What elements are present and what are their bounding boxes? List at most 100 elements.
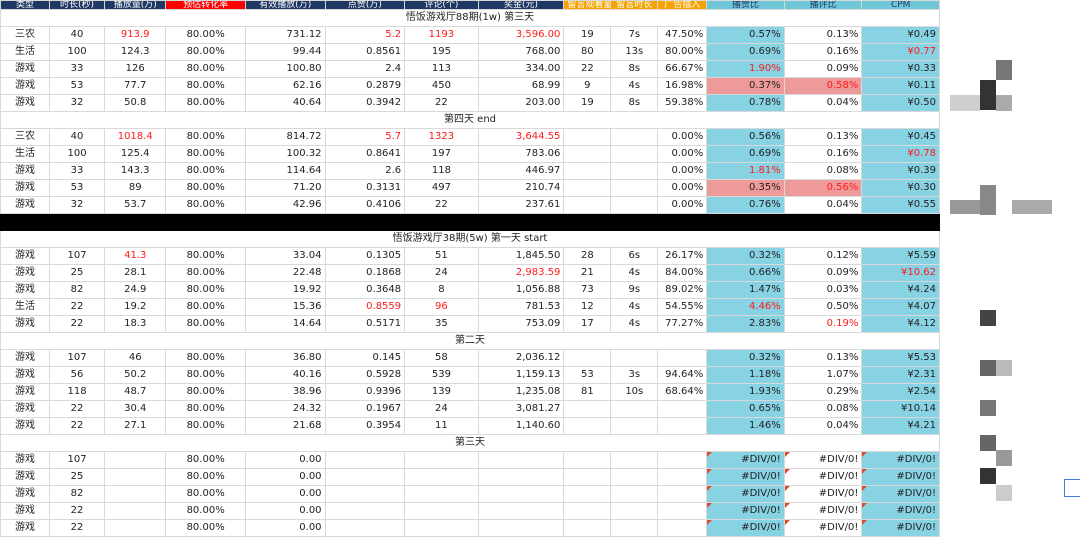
- table-cell[interactable]: 40.64: [244, 94, 326, 112]
- table-cell[interactable]: #DIV/0!: [861, 519, 940, 537]
- table-cell[interactable]: 0.3954: [324, 417, 406, 435]
- column-header[interactable]: 留言时长: [610, 0, 659, 10]
- table-cell[interactable]: 0.09%: [783, 264, 863, 282]
- table-cell[interactable]: 21.68: [244, 417, 326, 435]
- table-cell[interactable]: 0.145: [324, 349, 406, 367]
- table-cell[interactable]: 1,159.13: [477, 366, 565, 384]
- table-cell[interactable]: 0.50%: [783, 298, 863, 316]
- table-cell[interactable]: 游戏: [0, 485, 50, 503]
- table-cell[interactable]: 77.7: [104, 77, 167, 95]
- table-cell[interactable]: 22.48: [244, 264, 326, 282]
- table-cell[interactable]: [610, 400, 659, 418]
- table-cell[interactable]: [404, 519, 479, 537]
- column-header[interactable]: 广告插入: [657, 0, 708, 10]
- table-cell[interactable]: 0.35%: [706, 179, 785, 197]
- table-cell[interactable]: #DIV/0!: [861, 485, 940, 503]
- table-cell[interactable]: 0.3942: [324, 94, 406, 112]
- table-cell[interactable]: 51: [404, 247, 479, 265]
- table-cell[interactable]: 0.3131: [324, 179, 406, 197]
- table-cell[interactable]: [404, 485, 479, 503]
- table-cell[interactable]: 80.00%: [165, 281, 246, 299]
- table-cell[interactable]: 1.46%: [706, 417, 785, 435]
- table-cell[interactable]: [563, 451, 612, 469]
- table-cell[interactable]: [324, 451, 406, 469]
- table-cell[interactable]: 80.00%: [165, 417, 246, 435]
- table-cell[interactable]: #DIV/0!: [706, 519, 785, 537]
- table-cell[interactable]: 15.36: [244, 298, 326, 316]
- table-cell[interactable]: 40.16: [244, 366, 326, 384]
- table-cell[interactable]: 1,235.08: [477, 383, 565, 401]
- table-cell[interactable]: [563, 349, 612, 367]
- table-cell[interactable]: 2,983.59: [477, 264, 565, 282]
- table-cell[interactable]: [563, 145, 612, 163]
- table-cell[interactable]: [610, 468, 659, 486]
- table-cell[interactable]: 0.65%: [706, 400, 785, 418]
- table-cell[interactable]: 539: [404, 366, 479, 384]
- table-cell[interactable]: ¥4.24: [861, 281, 940, 299]
- column-header[interactable]: 类型: [0, 0, 50, 10]
- table-cell[interactable]: [610, 451, 659, 469]
- table-cell[interactable]: 18.3: [104, 315, 167, 333]
- table-cell[interactable]: 0.00: [244, 468, 326, 486]
- table-cell[interactable]: 25: [48, 468, 106, 486]
- table-cell[interactable]: 80.00%: [165, 179, 246, 197]
- table-cell[interactable]: 0.9396: [324, 383, 406, 401]
- table-cell[interactable]: 游戏: [0, 366, 50, 384]
- table-cell[interactable]: 781.53: [477, 298, 565, 316]
- table-cell[interactable]: 5.2: [324, 26, 406, 44]
- table-cell[interactable]: 1323: [404, 128, 479, 146]
- table-cell[interactable]: 814.72: [244, 128, 326, 146]
- table-cell[interactable]: 0.37%: [706, 77, 785, 95]
- table-cell[interactable]: 0.13%: [783, 349, 863, 367]
- table-cell[interactable]: 80.00%: [165, 349, 246, 367]
- table-cell[interactable]: 12: [563, 298, 612, 316]
- table-cell[interactable]: 54.55%: [657, 298, 708, 316]
- table-cell[interactable]: 0.13%: [783, 26, 863, 44]
- table-cell[interactable]: #DIV/0!: [861, 451, 940, 469]
- section-title[interactable]: 第四天 end: [0, 111, 940, 129]
- table-cell[interactable]: 11: [404, 417, 479, 435]
- table-cell[interactable]: 66.67%: [657, 60, 708, 78]
- table-cell[interactable]: 3,081.27: [477, 400, 565, 418]
- table-cell[interactable]: 游戏: [0, 349, 50, 367]
- table-cell[interactable]: 80.00%: [165, 519, 246, 537]
- table-cell[interactable]: 80.00%: [165, 196, 246, 214]
- table-cell[interactable]: ¥2.31: [861, 366, 940, 384]
- table-cell[interactable]: [610, 179, 659, 197]
- table-cell[interactable]: 游戏: [0, 400, 50, 418]
- table-cell[interactable]: 71.20: [244, 179, 326, 197]
- table-cell[interactable]: [657, 417, 708, 435]
- table-cell[interactable]: [324, 468, 406, 486]
- table-cell[interactable]: 0.00: [244, 451, 326, 469]
- table-cell[interactable]: 450: [404, 77, 479, 95]
- table-cell[interactable]: 0.1868: [324, 264, 406, 282]
- table-cell[interactable]: 0.16%: [783, 43, 863, 61]
- table-cell[interactable]: 19: [563, 26, 612, 44]
- table-cell[interactable]: 82: [48, 281, 106, 299]
- table-cell[interactable]: 53: [48, 179, 106, 197]
- table-cell[interactable]: [324, 502, 406, 520]
- table-cell[interactable]: 77.27%: [657, 315, 708, 333]
- table-cell[interactable]: 0.2879: [324, 77, 406, 95]
- table-cell[interactable]: 游戏: [0, 162, 50, 180]
- table-cell[interactable]: 8s: [610, 60, 659, 78]
- table-cell[interactable]: 7s: [610, 26, 659, 44]
- table-cell[interactable]: 42.96: [244, 196, 326, 214]
- table-cell[interactable]: 68.99: [477, 77, 565, 95]
- table-cell[interactable]: 118: [48, 383, 106, 401]
- column-header[interactable]: 评论(个): [404, 0, 479, 10]
- table-cell[interactable]: 80.00%: [165, 247, 246, 265]
- table-cell[interactable]: 80.00%: [165, 264, 246, 282]
- table-cell[interactable]: 100: [48, 145, 106, 163]
- table-cell[interactable]: 16.98%: [657, 77, 708, 95]
- table-cell[interactable]: 80.00%: [165, 43, 246, 61]
- table-cell[interactable]: 0.04%: [783, 196, 863, 214]
- table-cell[interactable]: 4s: [610, 298, 659, 316]
- table-cell[interactable]: 10s: [610, 383, 659, 401]
- table-cell[interactable]: 游戏: [0, 60, 50, 78]
- table-cell[interactable]: 游戏: [0, 77, 50, 95]
- column-header[interactable]: 播评比: [783, 0, 863, 10]
- column-header[interactable]: 预估转化率: [165, 0, 246, 10]
- table-cell[interactable]: 22: [48, 417, 106, 435]
- section-title[interactable]: 悟饭游戏厅38期(5w) 第一天 start: [0, 230, 940, 248]
